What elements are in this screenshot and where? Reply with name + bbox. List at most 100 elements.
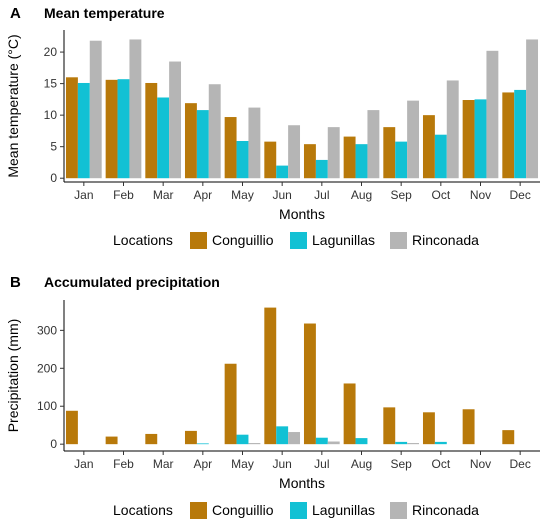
bar-lagunillas-jun [276,426,289,445]
bar-conguillio-dec [502,430,515,445]
bar-conguillio-mar [145,433,158,445]
bar-rinconada-feb [129,39,142,179]
panel-letter: A [10,5,21,22]
legend-key-conguillio [190,502,207,519]
bar-rinconada-sep [407,443,420,445]
y-axis-title: Precipitation (mm) [5,319,21,433]
y-tick-label: 300 [37,323,57,337]
bar-conguillio-mar [145,82,158,179]
y-axis-title: Mean temperature (°C) [5,34,21,177]
bar-conguillio-dec [502,92,515,179]
bar-conguillio-oct [422,115,435,179]
x-tick-label: Jun [272,457,291,471]
x-tick-label: Oct [431,457,450,471]
bar-rinconada-jul [327,127,340,179]
bar-rinconada-nov [486,50,499,179]
bar-conguillio-sep [383,407,396,445]
x-tick-label: Jan [74,188,93,202]
bar-conguillio-jul [303,323,316,445]
panel-b: B Accumulated precipitation 0 100 200 300 Jan F… [5,274,540,519]
bar-rinconada-apr [208,84,221,179]
legend-key-lagunillas [290,502,307,519]
legend-key-rinconada [390,232,407,249]
y-tick-label: 200 [37,361,57,375]
bar-lagunillas-feb [117,79,130,179]
x-tick-label: May [231,188,254,202]
bar-lagunillas-jul [315,437,328,445]
bar-rinconada-jun [288,125,301,179]
x-tick-label: Nov [470,188,491,202]
bar-lagunillas-may [236,434,249,445]
x-tick-label: Sep [390,457,412,471]
bar-lagunillas-jul [315,159,328,179]
x-tick-label: Mar [153,457,174,471]
bar-lagunillas-mar [157,97,170,179]
bar-rinconada-jan [89,40,102,179]
bar-rinconada-may [248,107,261,179]
bar-rinconada-aug [367,110,380,179]
bar-lagunillas-nov [474,99,487,179]
y-tick-label: 5 [50,140,57,154]
chart-title: Accumulated precipitation [44,274,220,290]
y-tick-label: 15 [44,77,58,91]
bar-lagunillas-apr [196,443,209,445]
bar-lagunillas-jun [276,165,289,179]
x-axis-title: Months [279,475,325,491]
y-tick-label: 10 [44,108,58,122]
bar-rinconada-oct [446,80,459,179]
bar-conguillio-sep [383,127,396,179]
bar-conguillio-aug [343,383,356,445]
x-tick-label: Jul [314,188,329,202]
bar-rinconada-sep [407,100,420,179]
bar-rinconada-may [248,443,261,445]
panel-letter: B [10,274,21,291]
bar-lagunillas-aug [355,144,368,179]
x-tick-label: Nov [470,457,491,471]
bar-lagunillas-jan [77,82,90,179]
legend-key-lagunillas [290,232,307,249]
x-tick-label: Oct [431,188,450,202]
x-tick-label: Jul [314,457,329,471]
x-tick-label: Jan [74,457,93,471]
legend-label: Conguillio [212,502,274,518]
bar-conguillio-jun [264,141,277,179]
legend-label: Rinconada [412,232,479,248]
x-tick-label: Apr [193,457,212,471]
bar-rinconada-jun [288,432,301,445]
bar-lagunillas-sep [395,141,408,179]
bar-conguillio-apr [184,430,197,445]
legend-key-conguillio [190,232,207,249]
bar-conguillio-feb [105,79,118,179]
bar-conguillio-may [224,363,237,445]
y-tick-label: 100 [37,399,57,413]
bar-lagunillas-oct [434,441,447,445]
bar-rinconada-jul [327,441,340,445]
bar-conguillio-jul [303,144,316,179]
bar-lagunillas-sep [395,441,408,445]
bar-lagunillas-oct [434,134,447,179]
x-tick-label: Feb [113,188,134,202]
panel-a: A Mean temperature 0 5 10 15 20 Jan Feb Mar Apr May… [5,5,540,249]
legend: Locations Conguillio Lagunillas Rinconada [113,502,479,519]
x-tick-label: Jun [272,188,291,202]
bar-conguillio-nov [462,100,475,179]
bar-lagunillas-aug [355,438,368,445]
bar-conguillio-jan [65,410,78,445]
bar-conguillio-feb [105,436,118,445]
x-tick-label: Sep [390,188,412,202]
bar-conguillio-nov [462,409,475,445]
bar-conguillio-jun [264,307,277,445]
x-tick-label: Aug [351,188,372,202]
x-tick-label: Aug [351,457,372,471]
bar-lagunillas-dec [514,89,527,179]
x-tick-label: May [231,457,254,471]
x-tick-label: Dec [509,457,530,471]
bar-rinconada-dec [526,39,539,179]
chart-title: Mean temperature [44,5,165,21]
legend: Locations Conguillio Lagunillas Rinconada [113,232,479,249]
legend-label: Rinconada [412,502,479,518]
x-tick-label: Feb [113,457,134,471]
legend-label: Conguillio [212,232,274,248]
y-tick-label: 0 [50,171,57,185]
